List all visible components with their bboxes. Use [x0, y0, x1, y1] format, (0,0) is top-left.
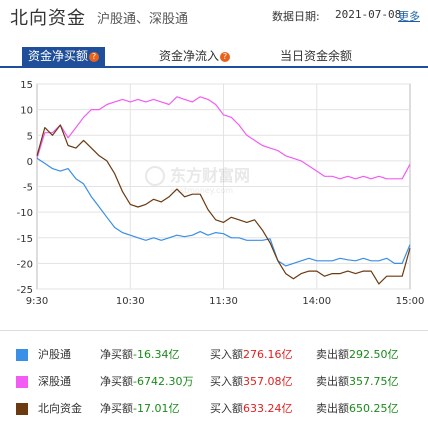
buy: 买入额357.08亿 — [210, 371, 293, 393]
page-title: 北向资金 — [10, 8, 86, 29]
y-tick-label: -10 — [17, 208, 33, 219]
sell-value: 292.50亿 — [349, 348, 399, 361]
legend-row-hgt: 沪股通 净买额-16.34亿 买入额276.16亿 卖出额292.50亿 — [0, 344, 428, 366]
sell: 卖出额650.25亿 — [316, 398, 399, 420]
x-tick-label: 14:00 — [302, 296, 331, 307]
buy-value: 276.16亿 — [243, 348, 293, 361]
tab-net-inflow-label: 资金净流入 — [159, 49, 220, 63]
net-buy: 净买额-16.34亿 — [100, 344, 179, 366]
series-line-2 — [36, 124, 411, 285]
legend-name: 北向资金 — [38, 402, 82, 415]
tabs-underline — [0, 66, 428, 68]
help-icon[interactable]: ? — [89, 52, 100, 62]
legend-swatch-hgt — [16, 349, 28, 361]
chart-series — [36, 96, 411, 285]
sell-label: 卖出额 — [316, 402, 349, 415]
net-buy-label: 净买额 — [100, 348, 133, 361]
tab-net-buy[interactable]: 资金净买额? — [22, 47, 106, 66]
x-tick-label: 10:30 — [116, 296, 145, 307]
header: 北向资金 沪股通、深股通 数据日期: 2021-07-08 更多 — [0, 0, 428, 30]
buy-label: 买入额 — [210, 402, 243, 415]
chart-grid — [36, 83, 411, 290]
buy-label: 买入额 — [210, 348, 243, 361]
tab-net-buy-label: 资金净买额 — [28, 49, 89, 63]
watermark-logo-icon — [145, 166, 165, 186]
date-label: 数据日期: — [272, 10, 320, 23]
net-buy-label: 净买额 — [100, 402, 133, 415]
page-subtitle: 沪股通、深股通 — [97, 12, 189, 27]
tab-balance-label: 当日资金余额 — [280, 49, 353, 63]
watermark-en: eastmoney.com — [170, 186, 233, 195]
legend: 沪股通 净买额-16.34亿 买入额276.16亿 卖出额292.50亿 深股通… — [0, 336, 428, 422]
help-icon[interactable]: ? — [220, 52, 231, 62]
x-tick-label: 15:00 — [396, 296, 425, 307]
net-buy-value: -16.34亿 — [133, 348, 180, 361]
net-buy-value: -17.01亿 — [133, 402, 180, 415]
y-tick-label: 10 — [20, 106, 33, 117]
tab-balance[interactable]: 当日资金余额 — [280, 47, 352, 66]
net-buy: 净买额-17.01亿 — [100, 398, 179, 420]
watermark-logo: 东方财富网 eastmoney.com — [145, 166, 250, 195]
divider — [0, 330, 428, 331]
y-tick-label: 0 — [27, 157, 33, 168]
legend-swatch-north — [16, 403, 28, 415]
series-line-1 — [36, 96, 411, 180]
x-tick-label: 9:30 — [26, 296, 48, 307]
x-tick-label: 11:30 — [209, 296, 238, 307]
buy-label: 买入额 — [210, 375, 243, 388]
y-tick-label: -5 — [23, 183, 33, 194]
legend-row-sgt: 深股通 净买额-6742.30万 买入额357.08亿 卖出额357.75亿 — [0, 371, 428, 393]
watermark-cn: 东方财富网 — [170, 166, 250, 185]
sell-value: 357.75亿 — [349, 375, 399, 388]
buy-value: 633.24亿 — [243, 402, 293, 415]
net-buy-value: -6742.30万 — [133, 375, 194, 388]
y-tick-label: -25 — [17, 285, 33, 296]
y-tick-label: -20 — [17, 259, 33, 270]
net-buy: 净买额-6742.30万 — [100, 371, 193, 393]
sell: 卖出额357.75亿 — [316, 371, 399, 393]
buy-value: 357.08亿 — [243, 375, 293, 388]
legend-row-north: 北向资金 净买额-17.01亿 买入额633.24亿 卖出额650.25亿 — [0, 398, 428, 420]
x-tick-labels: 9:30 10:30 11:30 14:00 15:00 — [26, 296, 425, 307]
date-value: 2021-07-08 — [335, 8, 402, 21]
legend-name: 深股通 — [38, 375, 71, 388]
series-line-0 — [36, 157, 411, 267]
sell: 卖出额292.50亿 — [316, 344, 399, 366]
y-tick-label: 15 — [20, 80, 33, 91]
buy: 买入额633.24亿 — [210, 398, 293, 420]
tab-net-inflow[interactable]: 资金净流入? — [159, 47, 231, 66]
net-buy-label: 净买额 — [100, 375, 133, 388]
y-tick-label: -15 — [17, 234, 33, 245]
sell-value: 650.25亿 — [349, 402, 399, 415]
legend-swatch-sgt — [16, 376, 28, 388]
y-tick-labels: 15 10 5 0 -5 -10 -15 -20 -25 — [17, 80, 33, 296]
sell-label: 卖出额 — [316, 348, 349, 361]
sell-label: 卖出额 — [316, 375, 349, 388]
y-tick-label: 5 — [27, 131, 33, 142]
legend-name: 沪股通 — [38, 348, 71, 361]
line-chart: 东方财富网 eastmoney.com 15 10 5 0 -5 -10 -15 -20 -25… — [17, 80, 425, 307]
buy: 买入额276.16亿 — [210, 344, 293, 366]
more-link[interactable]: 更多 — [398, 10, 420, 23]
